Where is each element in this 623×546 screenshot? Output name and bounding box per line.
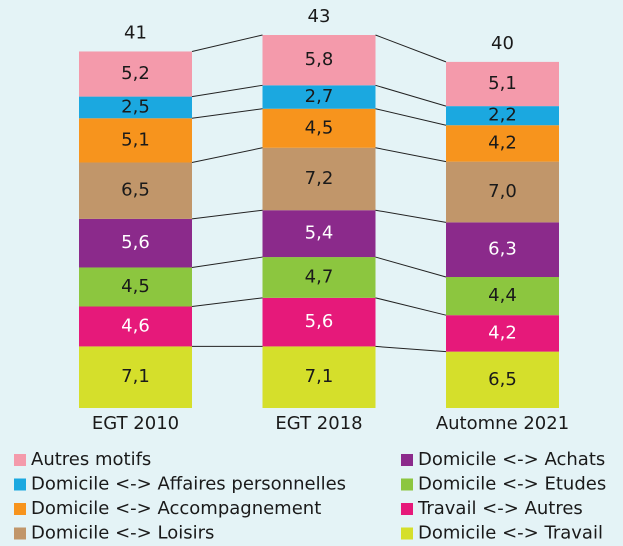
connector (191, 108, 263, 119)
bar-segment (262, 297, 376, 347)
bar-segment (79, 218, 192, 268)
bar-segment (446, 277, 559, 316)
legend-swatch (14, 503, 26, 515)
connector (375, 108, 447, 126)
bar-segment (446, 315, 559, 352)
connector (191, 256, 263, 268)
x-tick-label: EGT 2010 (92, 413, 179, 434)
legend-label: Domicile <-> Travail (418, 523, 603, 544)
bar-segment (446, 161, 559, 223)
value-label: 4,6 (121, 315, 150, 336)
value-label: 2,5 (121, 96, 150, 117)
connector (191, 34, 263, 52)
value-label: 5,2 (121, 63, 150, 84)
legend-swatch (401, 503, 413, 515)
value-label: 4,5 (121, 276, 150, 297)
value-label: 4,2 (488, 132, 517, 153)
bar-segment (262, 35, 376, 86)
value-label: 5,8 (305, 49, 334, 70)
legend-label: Domicile <-> Etudes (418, 474, 606, 495)
legend-label: Domicile <-> Accompagnement (31, 498, 321, 519)
bar-segment (262, 108, 376, 148)
value-label: 7,1 (305, 366, 334, 387)
legend-label: Domicile <-> Affaires personnelles (31, 474, 346, 495)
bar-segment (446, 351, 559, 408)
bar-segment (446, 61, 559, 107)
connector (191, 147, 263, 164)
connector (375, 147, 447, 163)
total-label: 41 (124, 22, 147, 43)
x-tick-label: Automne 2021 (436, 413, 569, 434)
bar-segment (262, 257, 376, 298)
bar-segment (79, 118, 192, 163)
legend-swatch (401, 478, 413, 491)
value-label: 4,5 (305, 117, 334, 138)
bar-segment (262, 85, 376, 109)
value-label: 5,1 (488, 73, 517, 94)
value-label: 4,7 (305, 266, 334, 287)
bar-segment (262, 346, 376, 408)
connector (375, 297, 447, 316)
connector (375, 34, 447, 63)
bar-segment (262, 210, 376, 258)
value-label: 6,3 (488, 239, 517, 260)
bar-segment (446, 125, 559, 162)
bar-segment (79, 346, 192, 408)
legend-swatch (14, 454, 26, 466)
value-label: 2,7 (305, 86, 334, 107)
legend-label: Domicile <-> Loisirs (31, 523, 214, 544)
legend-swatch (401, 454, 413, 466)
total-label: 40 (491, 33, 514, 54)
bar-segment (446, 106, 559, 126)
connector (375, 209, 447, 223)
legend-label: Domicile <-> Achats (418, 449, 605, 470)
connector (375, 84, 447, 107)
connector (191, 209, 263, 220)
connector (191, 84, 263, 98)
x-tick-label: EGT 2018 (275, 413, 362, 434)
value-label: 7,0 (488, 181, 517, 202)
legend-swatch (14, 478, 26, 491)
value-label: 6,5 (121, 180, 150, 201)
connector (191, 297, 263, 308)
value-label: 2,2 (488, 105, 517, 126)
bar-segment (262, 147, 376, 211)
bar-segment (79, 162, 192, 219)
legend-swatch (14, 527, 26, 540)
bar-segment (79, 51, 192, 97)
value-label: 7,2 (305, 168, 334, 189)
value-label: 5,6 (121, 232, 150, 253)
bar-segment (79, 306, 192, 347)
connector (375, 256, 447, 278)
value-label: 5,6 (305, 311, 334, 332)
bar-segment (79, 96, 192, 119)
value-label: 4,2 (488, 322, 517, 343)
value-label: 4,4 (488, 285, 517, 306)
value-label: 5,4 (305, 223, 334, 244)
bar-segment (446, 222, 559, 278)
legend-label: Autres motifs (31, 449, 151, 470)
connector (375, 345, 447, 353)
legend-swatch (401, 527, 413, 540)
bar-segment (79, 267, 192, 307)
total-label: 43 (308, 6, 331, 27)
value-label: 7,1 (121, 366, 150, 387)
legend-label: Travail <-> Autres (417, 498, 583, 519)
value-label: 6,5 (488, 369, 517, 390)
value-label: 5,1 (121, 129, 150, 150)
